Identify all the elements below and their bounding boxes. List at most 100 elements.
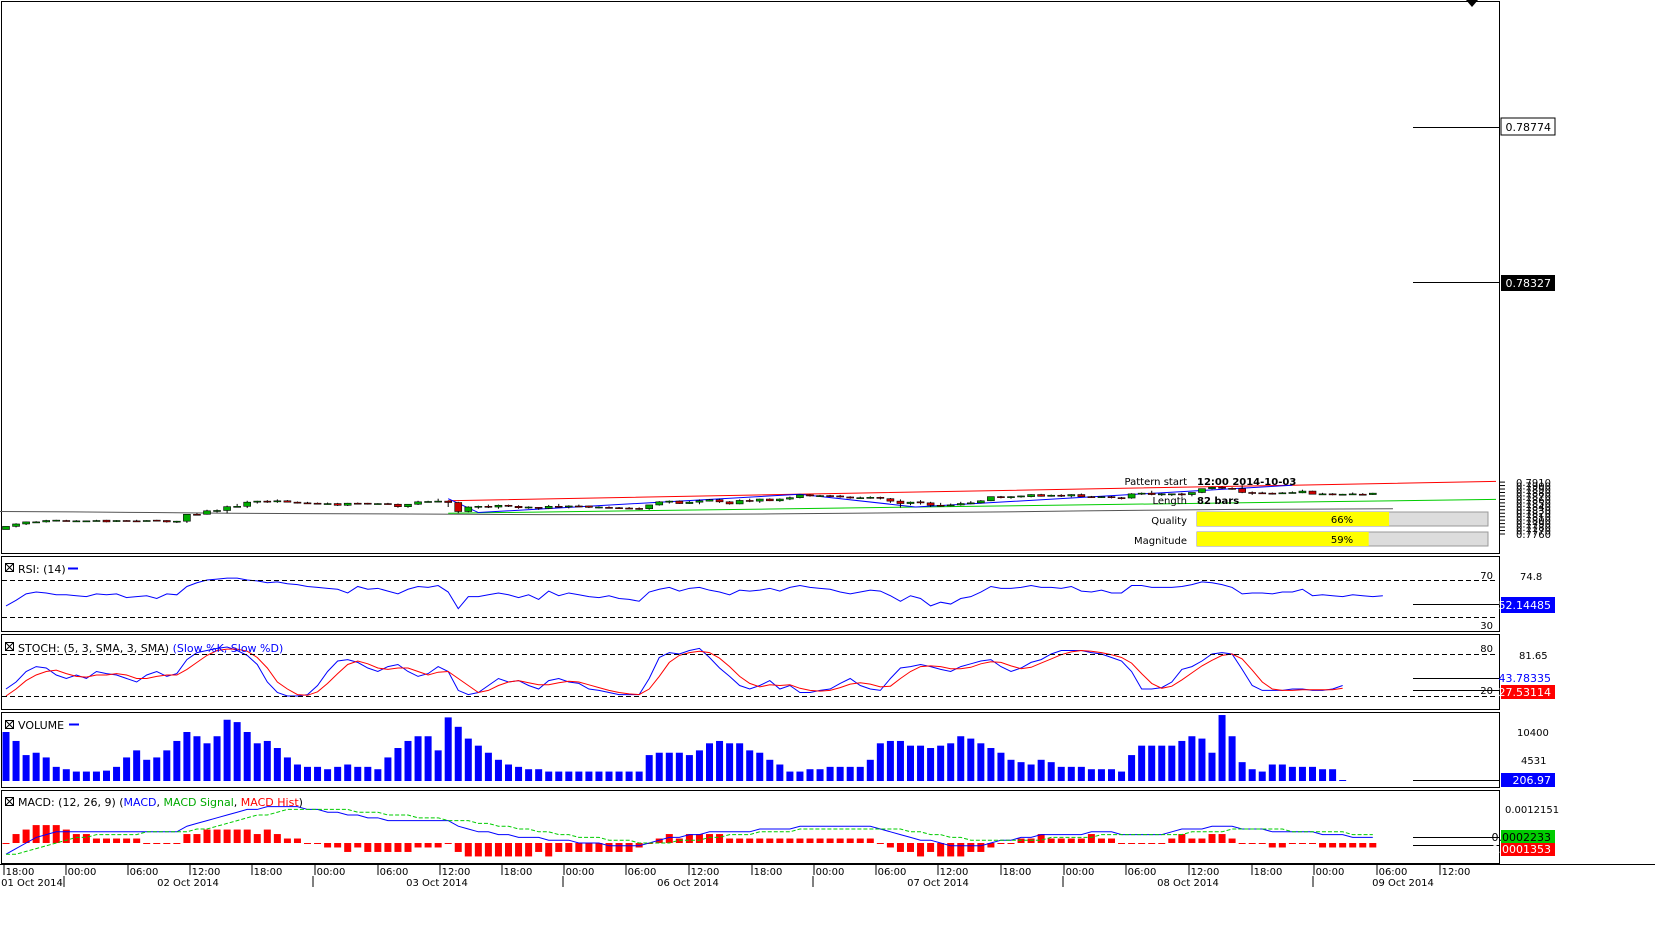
bear-candle [846,496,855,499]
bull-candle [1198,488,1206,493]
macd-hist-bar [836,838,844,843]
volume-bar [183,732,191,781]
price-tick-label: 0.7820 [1516,509,1551,520]
volume-bar [1268,764,1276,781]
bull-candle [755,498,764,502]
volume-bar [917,745,925,781]
rsi-header: RSI: (14) [5,563,78,576]
volume-bar [726,743,734,781]
macd-hist-bar [635,843,643,848]
magnitude-value: 59% [1331,535,1353,546]
volume-bar [1319,769,1327,781]
quality-value: 66% [1331,515,1353,526]
magnitude-bar-fill [1197,532,1369,546]
price-tick-label: 0.7880 [1516,488,1551,499]
magnitude-label: Magnitude [1134,536,1187,547]
time-tick-label: 18:00 [504,867,533,878]
bull-candle [434,500,442,503]
volume-bar [444,717,452,781]
macd-hist-bar [484,843,492,857]
macd-hist-bar [1319,843,1327,848]
bear-candle [263,500,272,503]
volume-bar [665,752,673,781]
bull-candle [343,502,352,506]
macd-hist-bar [1007,843,1015,844]
volume-bar [92,771,100,781]
volume-bar [203,743,211,781]
volume-bar [706,743,713,781]
bull-candle [705,499,714,502]
macd-title-macd: MACD [124,796,157,809]
bull-candle [52,519,61,522]
volume-bar [927,748,935,781]
macd-hist-bar [364,843,372,852]
volume-bar [625,771,633,781]
macd-hist-bar [977,843,985,852]
macd-title-signal: MACD Signal [164,796,234,809]
volume-bar [1198,738,1206,781]
macd-hist-bar [1087,834,1095,843]
macd-hist-bar [334,843,342,848]
volume-bar [1097,769,1105,781]
macd-hist-bar [434,843,442,848]
bull-candle [1278,492,1287,495]
bear-candle [1308,490,1317,495]
macd-hist-bar [404,843,412,852]
volume-bar [565,771,573,781]
macd-hist-bar [133,838,141,843]
macd-hist-bar [816,838,824,843]
volume-bar [103,770,110,781]
pattern-length-label: Length [1153,496,1188,507]
macd-hist-bar [163,843,171,844]
macd-hist-bar [1138,843,1146,844]
macd-hist-bar [716,834,724,843]
volume-bar [575,771,583,781]
bear-candle [514,506,523,509]
price-tick-label: 0.7780 [1516,523,1551,534]
time-tick-label: 06:00 [380,867,409,878]
date-label: 03 Oct 2014 [406,878,468,889]
volume-bar [1027,764,1035,781]
bear-candle [1238,488,1246,493]
bear-candle [826,495,834,497]
bear-candle [484,506,493,508]
bull-candle [32,521,40,524]
time-tick-label: 00:00 [317,867,346,878]
bull-candle [796,494,804,498]
bear-candle [1057,494,1066,497]
volume-bar [1067,766,1075,781]
bear-candle [163,520,171,523]
price-tick-label: 0.7860 [1516,495,1551,506]
stoch-title: STOCH: (5, 3, SMA, 3, SMA) (Slow %K, Slo… [18,642,283,655]
volume-bar [866,759,874,781]
volume-bar [143,759,151,781]
time-tick-label: 12:00 [1191,867,1220,878]
bull-candle [946,504,955,507]
time-tick-label: 12:00 [442,867,471,878]
macd-hist-bar [937,843,945,857]
macd-hist-bar [987,843,995,848]
macd-hist-bar [173,843,181,844]
bull-candle [866,497,875,499]
volume-bar [1087,769,1095,781]
volume-bar [263,740,271,781]
volume-bar [826,766,834,781]
volume-bar [494,759,502,781]
macd-hist-bar [183,834,191,843]
pattern-start-label: Pattern start [1125,477,1188,488]
macd-hist-value-label: -0.0001353 [1488,843,1551,856]
time-tick-label: 06:00 [1379,867,1408,878]
macd-hist-bar [82,834,90,843]
macd-title-hist: MACD Hist [241,796,300,809]
macd-hist-bar [153,843,161,844]
macd-hist-bar [665,834,673,843]
macd-hist-bar [776,838,784,843]
volume-bar [32,752,40,781]
scroll-marker-icon[interactable] [1466,0,1478,7]
volume-bar [987,748,995,781]
volume-bar [434,750,442,781]
macd-hist-bar [143,843,151,844]
macd-hist-bar [52,825,60,843]
bear-candle [997,496,1005,498]
bear-candle [585,505,593,508]
